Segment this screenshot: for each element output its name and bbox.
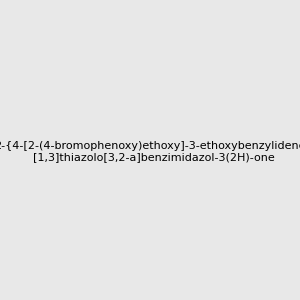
Text: 2-{4-[2-(4-bromophenoxy)ethoxy]-3-ethoxybenzylidene}
[1,3]thiazolo[3,2-a]benzimi: 2-{4-[2-(4-bromophenoxy)ethoxy]-3-ethoxy…	[0, 141, 300, 162]
